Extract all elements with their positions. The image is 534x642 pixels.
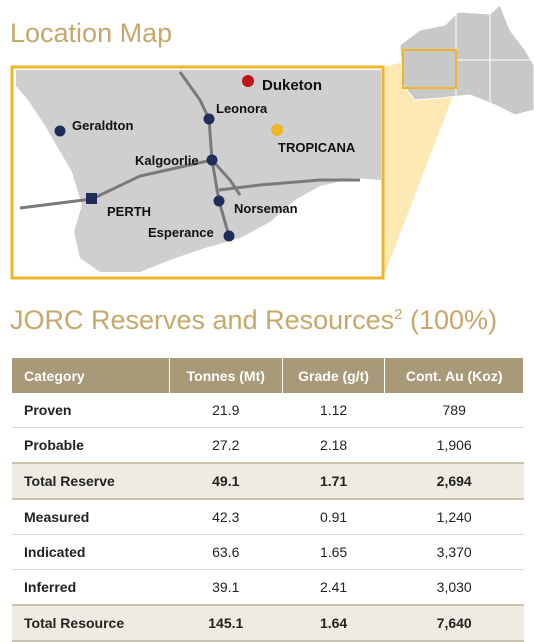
table-title: JORC Reserves and Resources2 (100%) bbox=[10, 305, 497, 336]
marker bbox=[223, 230, 235, 242]
table-body: Proven 21.9 1.12 789 Probable 27.2 2.18 1,906 To… bbox=[12, 393, 524, 642]
table-cell: 1,240 bbox=[384, 499, 524, 535]
reserves-table: Category Tonnes (Mt) Grade (g/t) Cont. A… bbox=[12, 358, 524, 642]
roads bbox=[19, 71, 360, 237]
table-cell: 2.18 bbox=[282, 427, 385, 464]
place-label: Kalgoorlie bbox=[135, 153, 199, 168]
table-cell: 42.3 bbox=[169, 499, 283, 535]
title-suffix: (100%) bbox=[410, 305, 498, 335]
marker bbox=[213, 195, 225, 207]
table-cell: 3,030 bbox=[384, 569, 524, 606]
table-cell: 21.9 bbox=[169, 393, 283, 428]
place-label: Esperance bbox=[148, 225, 214, 240]
place-label: Norseman bbox=[234, 201, 298, 216]
place-label: Geraldton bbox=[72, 118, 133, 133]
table-row: Probable 27.2 2.18 1,906 bbox=[12, 427, 524, 464]
table-cell: 3,370 bbox=[384, 534, 524, 570]
marker bbox=[203, 113, 215, 125]
marker bbox=[271, 124, 283, 136]
map-frame bbox=[10, 65, 385, 280]
table-cell: Indicated bbox=[12, 534, 170, 570]
table-cell: 1.64 bbox=[282, 604, 385, 642]
header-cell: Cont. Au (Koz) bbox=[384, 358, 524, 393]
table-cell: Total Reserve bbox=[12, 462, 170, 500]
zoom-box bbox=[402, 49, 457, 89]
header-row: Category Tonnes (Mt) Grade (g/t) Cont. A… bbox=[12, 358, 524, 393]
table-cell: 27.2 bbox=[169, 427, 283, 464]
table-cell: Probable bbox=[12, 427, 170, 464]
table-cell: Measured bbox=[12, 499, 170, 535]
table-cell: 2,694 bbox=[384, 462, 524, 500]
table-cell: 789 bbox=[384, 393, 524, 428]
table-cell: Total Resource bbox=[12, 604, 170, 642]
map: Duketon Leonora Geraldton TROPICANA Kalg… bbox=[10, 4, 534, 280]
table-cell: 1.65 bbox=[282, 534, 385, 570]
header-cell: Grade (g/t) bbox=[282, 358, 386, 393]
table-row: Indicated 63.6 1.65 3,370 bbox=[12, 534, 524, 570]
table-cell: 49.1 bbox=[169, 462, 283, 500]
zoom-connector bbox=[383, 50, 456, 278]
table-cell: Proven bbox=[12, 393, 170, 428]
table-row: Total Reserve 49.1 1.71 2,694 bbox=[12, 462, 524, 500]
place-label: TROPICANA bbox=[278, 140, 356, 155]
table-row: Total Resource 145.1 1.64 7,640 bbox=[12, 604, 524, 642]
place-label: Duketon bbox=[262, 77, 322, 94]
table-row: Inferred 39.1 2.41 3,030 bbox=[12, 569, 524, 606]
table-cell: 1.71 bbox=[282, 462, 385, 500]
table-cell: 39.1 bbox=[169, 569, 283, 606]
land bbox=[16, 70, 381, 272]
map-title: Location Map bbox=[10, 18, 173, 48]
table-cell: 0.91 bbox=[282, 499, 385, 535]
header-cell: Tonnes (Mt) bbox=[169, 358, 283, 393]
marker bbox=[54, 125, 66, 137]
marker bbox=[242, 75, 254, 87]
table-cell: 1,906 bbox=[384, 427, 524, 464]
footnote-mark: 2 bbox=[394, 306, 403, 323]
table-cell: 63.6 bbox=[169, 534, 283, 570]
table-row: Proven 21.9 1.12 789 bbox=[12, 393, 524, 428]
table-cell: 2.41 bbox=[282, 569, 385, 606]
table-cell: 1.12 bbox=[282, 393, 385, 428]
place-label: Leonora bbox=[216, 101, 268, 116]
marker bbox=[86, 193, 97, 204]
header-cell: Category bbox=[12, 358, 170, 393]
table-row: Measured 42.3 0.91 1,240 bbox=[12, 499, 524, 535]
title-text: JORC Reserves and Resources bbox=[10, 305, 395, 335]
table-cell: 145.1 bbox=[169, 604, 283, 642]
place-label: PERTH bbox=[107, 204, 151, 219]
table-cell: Inferred bbox=[12, 569, 170, 606]
marker bbox=[206, 154, 218, 166]
table-cell: 7,640 bbox=[384, 604, 524, 642]
